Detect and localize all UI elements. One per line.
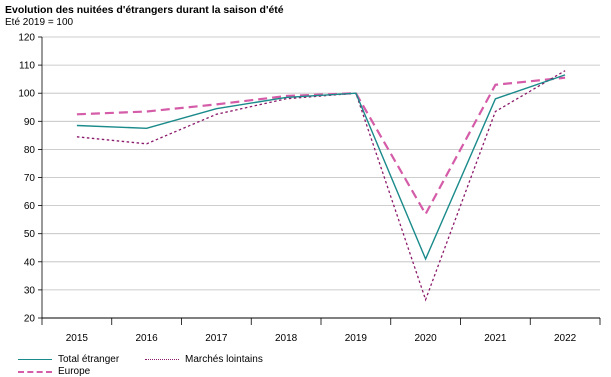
y-tick-label: 110 xyxy=(19,61,35,72)
legend-item-total: Total étranger xyxy=(18,354,119,365)
x-tick-label: 2019 xyxy=(345,333,368,344)
y-tick-label: 60 xyxy=(24,201,36,212)
x-tick-label: 2020 xyxy=(415,333,438,344)
legend-label-total: Total étranger xyxy=(58,354,120,365)
x-tick-label: 2021 xyxy=(484,333,507,344)
legend-item-europe: Europe xyxy=(18,366,90,377)
series-line-1 xyxy=(76,70,566,302)
x-tick-label: 2018 xyxy=(275,333,298,344)
chart-title: Evolution des nuitées d'étrangers durant… xyxy=(5,4,284,16)
series-line-2 xyxy=(76,76,566,217)
y-tick-label: 90 xyxy=(24,117,36,128)
y-tick-label: 30 xyxy=(24,285,36,296)
y-tick-label: 100 xyxy=(18,89,35,100)
y-tick-label: 120 xyxy=(18,33,35,44)
legend-label-lointains: Marchés lointains xyxy=(185,354,263,365)
legend-item-lointains: Marchés lointains xyxy=(145,354,263,365)
y-tick-label: 50 xyxy=(24,229,36,240)
y-tick-label: 40 xyxy=(24,257,36,268)
x-tick-label: 2017 xyxy=(205,333,228,344)
legend-label-europe: Europe xyxy=(58,366,91,377)
legend-swatch-total xyxy=(18,359,52,360)
x-tick-label: 2015 xyxy=(66,333,89,344)
x-tick-label: 2022 xyxy=(554,333,577,344)
y-tick-label: 70 xyxy=(24,173,36,184)
y-tick-label: 80 xyxy=(24,145,36,156)
chart-subtitle: Eté 2019 = 100 xyxy=(5,17,74,28)
legend-swatch-lointains xyxy=(145,359,179,360)
series-line-0 xyxy=(76,74,566,261)
y-tick-label: 20 xyxy=(24,314,36,325)
x-tick-label: 2016 xyxy=(136,333,159,344)
legend-swatch-europe xyxy=(18,370,52,373)
